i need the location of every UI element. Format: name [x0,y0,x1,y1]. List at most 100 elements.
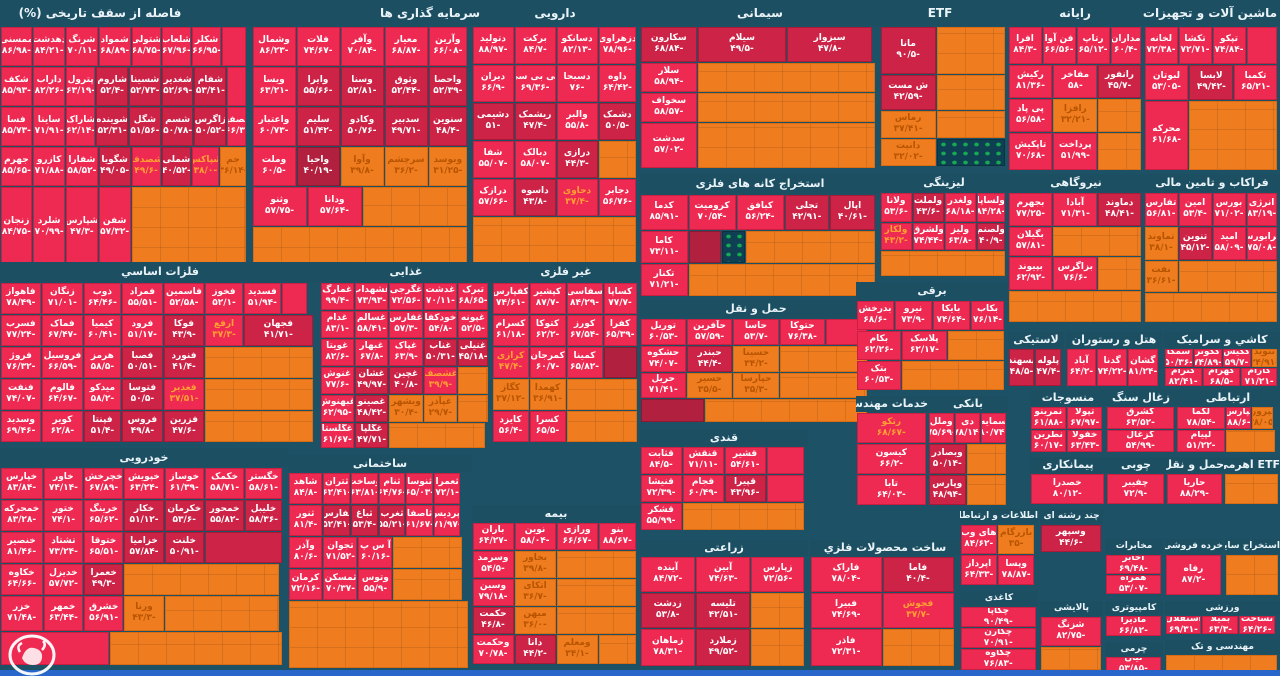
ticker-cell-شگل[interactable]: شگل -۵۱/۵۶ [128,106,161,146]
ticker-cell-آبین[interactable]: آبین -۷۴/۶۳ [695,556,751,592]
ticker-cell-شوینده[interactable]: شوینده -۵۲/۳۱ [96,106,128,146]
ticker-cell-دتولید[interactable]: دتولید -۸۸/۹۷ [472,26,514,64]
ticker-cell-فغدیر[interactable]: فغدیر -۳۷/۵۱ [163,378,205,410]
ticker-cell-وآرین[interactable]: وآرین -۶۶/۰۸ [428,26,468,66]
ticker-cell-غفارس[interactable]: غفارس -۵۷/۳ [389,310,423,338]
ticker-cell-بمیلا[interactable]: بمیلا -۶۳/۳ [1202,615,1239,634]
ticker-cell-سنوین[interactable]: سنوین -۴۸/۴ [428,106,468,146]
ticker-cell-اپال[interactable]: اپال -۴۰/۶۱ [830,194,875,230]
ticker-cell-فماک[interactable]: فماک -۶۷/۴۷ [42,314,83,346]
ticker-cell-داسوه[interactable]: داسوه -۴۳/۸ [514,178,556,216]
ticker-cell-خعمرا[interactable]: خعمرا -۴۹/۳ [84,563,124,595]
ticker-cell-داوه[interactable]: داوه -۶۴/۴۲ [598,64,637,102]
ticker-cell-تفارس[interactable]: تفارس -۵۶/۸۱ [1144,192,1178,226]
ticker-cell-پرداخت[interactable]: پرداخت -۵۱/۹۹ [1053,132,1098,170]
ticker-cell-گکوثر[interactable]: گکوثر-۷۴/۸۹ [1193,348,1222,367]
ticker-cell-زاگرس[interactable]: زاگرس -۵۰/۵۲ [194,106,227,146]
ticker-cell-فن آوا[interactable]: فن آوا -۶۶/۵۶ [1042,26,1076,64]
ticker-cell-فسدید[interactable]: فسدید -۵۱/۹۴ [243,282,282,314]
ticker-cell-درازک[interactable]: درازک -۵۷/۶۶ [472,178,514,216]
ticker-cell-تلیسه[interactable]: تلیسه -۴۲/۵۱ [695,592,751,628]
ticker-cell-سفاسی[interactable]: سفاسی -۸۴/۲۹ [566,282,603,314]
ticker-cell-کورز[interactable]: کورز -۶۷/۵۴ [566,314,603,346]
ticker-cell-غگلستا[interactable]: غگلستا -۶۱/۶۷ [320,422,354,448]
ticker-cell-خودکفا[interactable]: خودکفا -۵۴/۸ [423,310,458,338]
ticker-cell-خزر[interactable]: خزر -۷۱/۴۸ [0,595,43,631]
ticker-cell-ثتران[interactable]: ثتران-۶۲/۴۱ [323,472,351,504]
ticker-cell-پی پاد[interactable]: پی پاد -۵۶/۵۸ [1008,98,1053,132]
ticker-cell-بخاور[interactable]: بخاور -۳۹/۸ [514,550,556,578]
ticker-cell-نطرین[interactable]: نطرین -۶۰/۱۷ [1030,429,1066,452]
ticker-cell-شلرد[interactable]: شلرد -۷۰/۹۹ [33,186,65,268]
ticker-cell-شکف[interactable]: شکف -۸۵/۹۳ [0,66,33,106]
ticker-cell-تابا[interactable]: تابا -۶۴/۰۳ [856,474,927,505]
ticker-cell-گکیش[interactable]: گکیش -۵۹/۷ [1222,348,1251,367]
ticker-cell-رافزا[interactable]: رافزا -۳۲/۲۱ [1053,98,1098,132]
ticker-cell-زملارد[interactable]: زملارد -۴۹/۵۲ [695,628,751,666]
ticker-cell-وشمال[interactable]: وشمال -۸۶/۲۳ [252,26,296,66]
ticker-cell-وآفر[interactable]: وآفر -۷۰/۸۴ [340,26,384,66]
ticker-cell-وسنا[interactable]: وسنا -۵۲/۸۱ [340,66,384,106]
ticker-cell-حآفرین[interactable]: حآفرین -۵۷/۵۹ [686,318,733,345]
ticker-cell-ولصنم[interactable]: ولصنم -۴۰/۹ [976,222,1005,250]
ticker-cell-سدشت[interactable]: سدشت -۵۷/۰۲ [640,122,698,168]
ticker-cell-کگاز[interactable]: کگاز -۳۷/۱۲ [492,378,529,410]
ticker-cell-خرینگ[interactable]: خرینگ -۶۵/۶۲ [84,499,124,531]
ticker-cell-غویتا[interactable]: غویتا -۸۲/۶ [320,338,354,366]
ticker-cell-والبر[interactable]: والبر -۵۵/۸ [556,102,598,140]
ticker-cell-شلعاب[interactable]: شلعاب -۶۷/۹۶ [161,26,191,66]
ticker-cell-تپولا[interactable]: تپولا -۶۷/۹۷ [1066,406,1103,429]
ticker-cell-وحکمت[interactable]: وحکمت -۷۰/۷۸ [472,634,514,664]
ticker-cell-فصبا[interactable]: فصبا -۵۰/۵۱ [122,346,163,378]
ticker-cell-ورازی[interactable]: ورازی -۶۶/۶۷ [556,522,598,550]
ticker-cell-حریل[interactable]: حریل -۷۱/۴۱ [640,372,686,398]
ticker-cell-خلیبل[interactable]: خلیبل -۵۸/۳۶ [245,499,282,531]
ticker-cell-دبالک[interactable]: دبالک -۵۸/۰۷ [514,140,556,178]
ticker-cell-درازی[interactable]: درازی -۴۴/۳ [556,140,598,178]
ticker-cell-فزرین[interactable]: فزرین -۴۷/۶ [163,410,205,442]
ticker-cell-فروژ[interactable]: فروژ -۷۶/۳۲ [0,346,42,378]
ticker-cell-کرمان[interactable]: کرمان -۷۲/۱۶ [288,568,323,600]
ticker-cell-خپویش[interactable]: خپویش -۶۳/۲۴ [124,467,164,499]
ticker-cell-رتکو[interactable]: رتکو -۶۸/۶۷ [856,412,927,443]
ticker-cell-شسینا[interactable]: شسینا -۵۲/۷۳ [128,66,161,106]
ticker-cell-خکاوه[interactable]: خکاوه -۶۴/۶۶ [0,563,43,595]
ticker-cell-وکادو[interactable]: وکادو -۵۰/۷۶ [340,106,384,146]
ticker-cell-نساخت[interactable]: نساخت -۶۴/۲۶ [1239,615,1275,634]
ticker-cell-فروس[interactable]: فروس -۴۹/۸ [122,410,163,442]
ticker-cell-لبوتان[interactable]: لبوتان -۵۳/۰۵ [1144,64,1189,100]
ticker-cell-رتاپ[interactable]: رتاپ -۶۵/۱۲ [1076,26,1110,64]
ticker-cell-خشرق[interactable]: خشرق -۵۶/۹۱ [84,595,124,631]
ticker-cell-کفرا[interactable]: کفرا -۶۵/۳۹ [603,314,637,346]
ticker-cell-حشکوه[interactable]: حشکوه -۷۴/۰۷ [640,345,686,372]
ticker-cell-اپرداز[interactable]: اپرداز -۶۴/۳۳ [960,554,997,585]
ticker-cell-وبصادر[interactable]: وبصادر -۵۰/۱۴ [928,443,966,474]
ticker-cell-ولغدر[interactable]: ولغدر -۶۸/۱۸ [944,192,976,222]
ticker-cell-قنیشا[interactable]: قنیشا -۷۲/۳۹ [640,474,682,502]
ticker-cell-کپشیر[interactable]: کپشیر -۸۷/۷ [529,282,566,314]
ticker-cell-دیران[interactable]: دیران -۶۶/۹ [472,64,514,102]
ticker-cell-گدنا[interactable]: گدنا -۷۴/۲۲ [1097,348,1127,386]
ticker-cell-فلات[interactable]: فلات -۷۴/۶۷ [296,26,340,66]
ticker-cell-بزاگرس[interactable]: بزاگرس -۷۶/۶ [1053,256,1098,290]
ticker-cell-چفیبر[interactable]: چفیبر -۷۲/۹ [1106,473,1165,504]
ticker-cell-غنوش[interactable]: غنوش -۷۷/۶ [320,366,354,394]
ticker-cell-تجوان[interactable]: تجوان -۷۱/۵۲ [323,536,358,568]
ticker-cell-شفا[interactable]: شفا -۵۵/۰۷ [472,140,514,178]
ticker-cell-شاهد[interactable]: شاهد -۸۴/۸ [288,472,323,504]
ticker-cell-سبزوار[interactable]: سبزوار -۴۷/۸ [786,26,873,62]
ticker-cell-حسیر[interactable]: حسیر -۳۵/۵ [686,372,733,398]
ticker-cell-زنگان[interactable]: زنگان -۷۱/۰۱ [42,282,83,314]
ticker-cell-خمحرکه[interactable]: خمحرکه -۸۳/۲۸ [0,499,43,531]
ticker-cell-معیار[interactable]: معیار -۶۸/۸۷ [384,26,428,66]
ticker-cell-خدیزل[interactable]: خدیزل -۵۷/۷۲ [43,563,83,595]
ticker-cell-ثعمرا[interactable]: ثعمرا -۷۲/۱ [433,472,461,504]
ticker-cell-قنقش[interactable]: قنقش -۷۱/۱۱ [682,446,724,474]
ticker-cell-غبهار[interactable]: غبهار -۶۷/۸ [354,338,389,366]
ticker-cell-فوکا[interactable]: فوکا -۴۳/۹ [163,314,205,346]
ticker-cell-ثمسکن[interactable]: ثمسکن -۷۰/۳۷ [323,568,358,600]
ticker-cell-شتولی[interactable]: شتولی -۶۸/۷۵ [131,26,161,66]
ticker-cell-سخواف[interactable]: سخواف -۵۸/۵۷ [640,92,698,122]
ticker-cell-فسا[interactable]: فسا -۸۵/۷۳ [0,106,33,146]
ticker-cell-نیرو[interactable]: نیرو -۷۳/۹ [894,300,932,330]
